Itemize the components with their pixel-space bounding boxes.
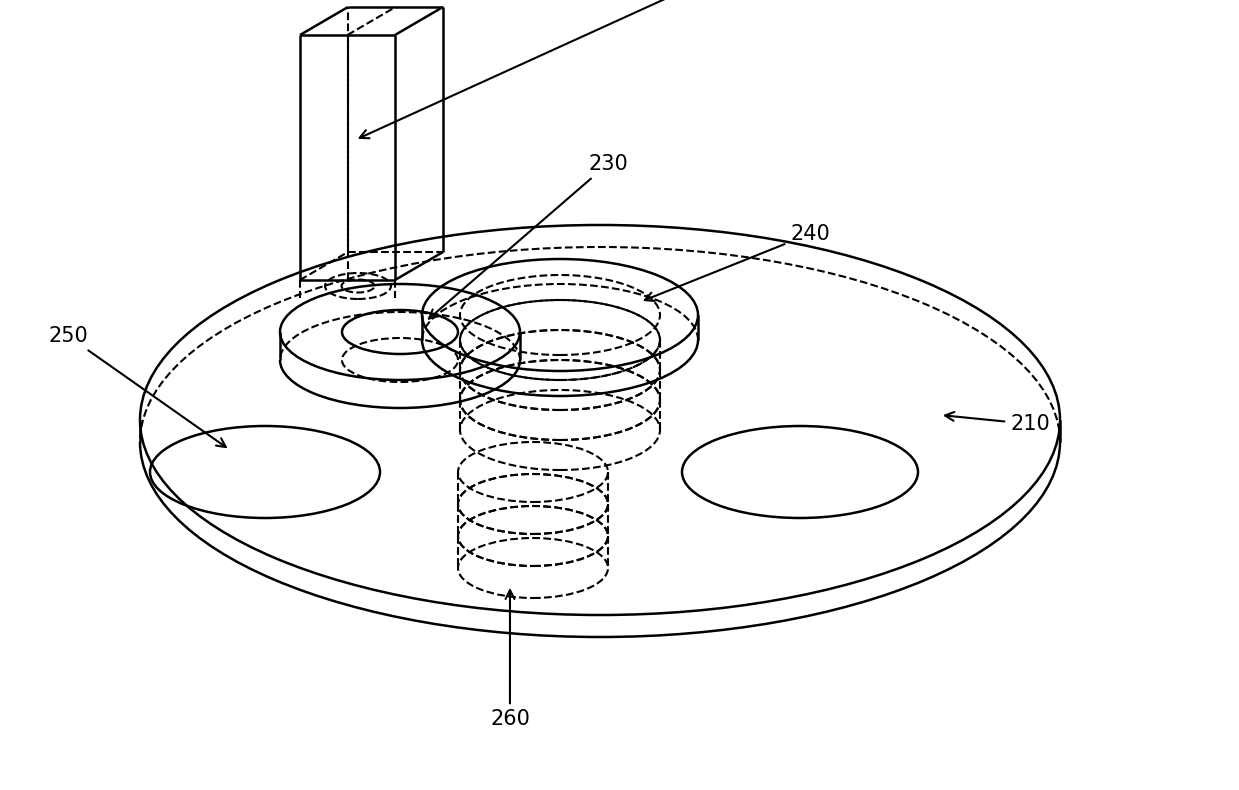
Text: 220: 220 xyxy=(359,0,740,138)
Text: 210: 210 xyxy=(945,412,1049,434)
Text: 260: 260 xyxy=(489,590,530,729)
Text: 250: 250 xyxy=(48,326,225,447)
Text: 240: 240 xyxy=(644,224,830,301)
Text: 230: 230 xyxy=(429,154,628,318)
